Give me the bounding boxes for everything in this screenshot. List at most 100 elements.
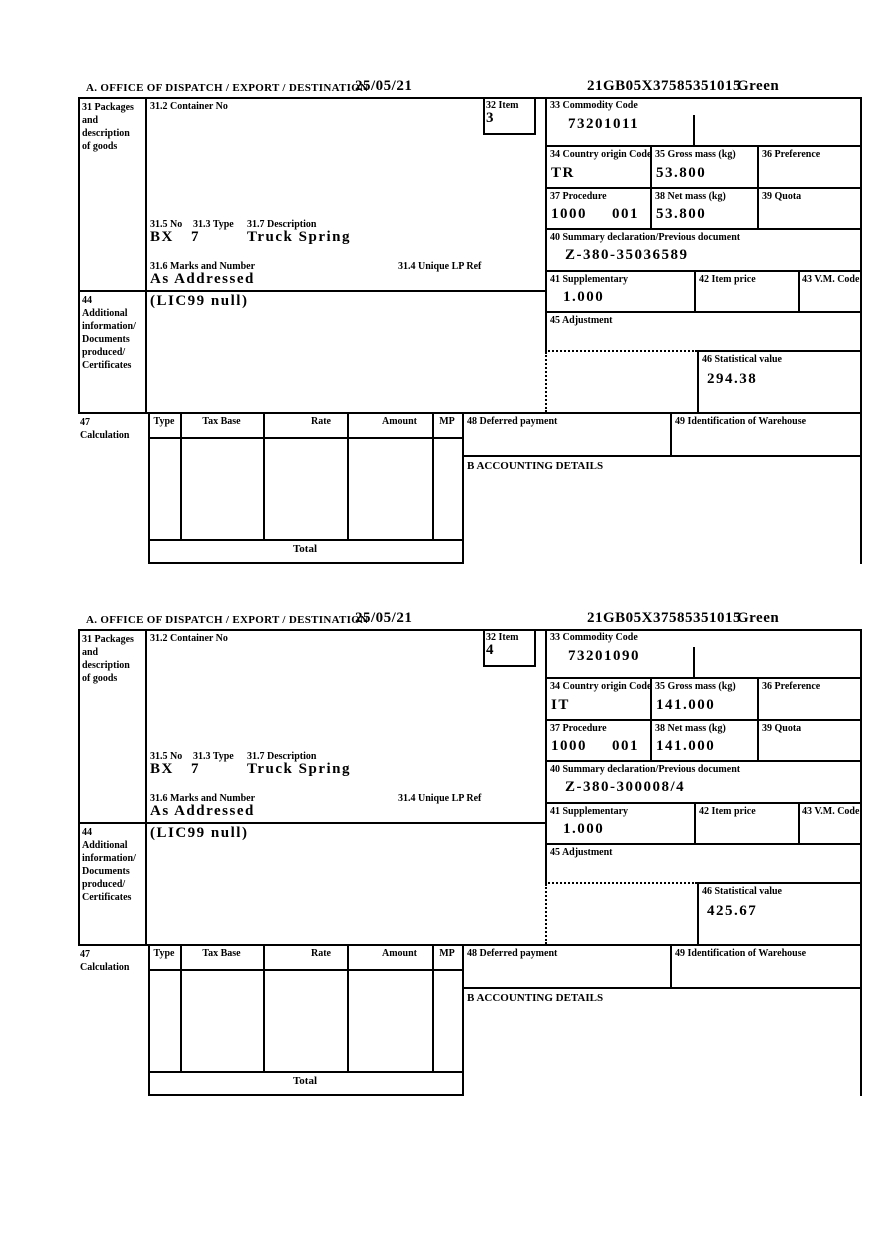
preference-label: 36 Preference <box>762 681 821 692</box>
commodity-code-value: 73201090 <box>568 648 640 664</box>
divider <box>545 629 547 882</box>
net-mass-value: 141.000 <box>656 738 716 754</box>
dotted-divider <box>545 350 697 352</box>
divider <box>78 290 545 292</box>
total-label: Total <box>292 543 318 555</box>
package-type-value: 7 <box>191 761 200 777</box>
total-label: Total <box>292 1075 318 1087</box>
mrn-value: 21GB05X37585351015 <box>587 610 742 626</box>
gross-mass-value: 53.800 <box>656 165 707 181</box>
divider <box>545 228 862 230</box>
summary-declaration-label: 40 Summary declaration/Previous document <box>550 232 741 243</box>
divider <box>78 412 862 414</box>
procedure-main-value: 1000 <box>551 206 587 222</box>
item-section-2: A. OFFICE OF DISPATCH / EXPORT / DESTINA… <box>78 610 862 1096</box>
divider <box>148 437 462 439</box>
divider <box>650 145 652 228</box>
divider <box>545 802 862 804</box>
goods-description-value: Truck Spring <box>247 761 351 777</box>
box-31-label: 31 Packages and description of goods <box>82 634 134 684</box>
vm-code-label: 43 V.M. Code <box>802 274 860 285</box>
country-origin-value: TR <box>551 165 575 181</box>
divider <box>148 969 462 971</box>
divider <box>347 944 349 1071</box>
divider <box>534 97 536 135</box>
package-no-value: BX <box>150 229 174 245</box>
divider <box>78 629 862 631</box>
divider <box>180 944 182 1071</box>
box-31-7-label: 31.7 Description <box>247 219 317 230</box>
statistical-value-label: 46 Statistical value <box>702 886 782 897</box>
box-47-label: 47 Calculation <box>80 417 130 441</box>
divider <box>694 270 696 311</box>
dotted-divider <box>545 352 547 412</box>
vm-code-label: 43 V.M. Code <box>802 806 860 817</box>
container-no-label: 31.2 Container No <box>150 101 228 112</box>
quota-label: 39 Quota <box>762 191 802 202</box>
divider <box>483 629 485 665</box>
divider <box>798 802 800 843</box>
box-31-3-label: 31.3 Type <box>193 751 234 762</box>
divider <box>483 133 536 135</box>
divider <box>483 97 485 133</box>
box-44-label: 44 Additional information/ Documents pro… <box>82 295 136 371</box>
divider <box>757 677 759 760</box>
divider <box>145 97 147 412</box>
divider <box>78 629 80 946</box>
divider <box>545 187 862 189</box>
office-of-dispatch-label: A. OFFICE OF DISPATCH / EXPORT / DESTINA… <box>86 614 369 626</box>
divider <box>145 629 147 944</box>
marks-value: As Addressed <box>150 271 255 287</box>
divider <box>697 350 862 352</box>
divider <box>148 1071 462 1073</box>
quota-label: 39 Quota <box>762 723 802 734</box>
calc-col-tax-base: Tax Base <box>202 948 241 959</box>
divider <box>757 145 759 228</box>
package-type-value: 7 <box>191 229 200 245</box>
divider <box>860 97 862 564</box>
deferred-payment-label: 48 Deferred payment <box>467 416 558 427</box>
goods-description-value: Truck Spring <box>247 229 351 245</box>
commodity-code-label: 33 Commodity Code <box>550 100 638 111</box>
commodity-code-separator <box>693 115 695 145</box>
divider <box>534 629 536 667</box>
declaration-date: 25/05/21 <box>355 610 413 626</box>
divider <box>545 311 862 313</box>
divider <box>263 412 265 539</box>
box-44-label: 44 Additional information/ Documents pro… <box>82 827 136 903</box>
box-31-5-label: 31.5 No <box>150 219 183 230</box>
country-origin-value: IT <box>551 697 570 713</box>
divider <box>78 97 862 99</box>
divider <box>545 760 862 762</box>
divider <box>148 412 150 564</box>
office-of-dispatch-label: A. OFFICE OF DISPATCH / EXPORT / DESTINA… <box>86 82 369 94</box>
box-31-4-label: 31.4 Unique LP Ref <box>398 261 482 272</box>
statistical-value: 425.67 <box>707 903 758 919</box>
statistical-value-label: 46 Statistical value <box>702 354 782 365</box>
divider <box>432 412 434 539</box>
deferred-payment-label: 48 Deferred payment <box>467 948 558 959</box>
divider <box>545 843 862 845</box>
divider <box>78 97 80 414</box>
divider <box>545 97 547 350</box>
accounting-details-label: B ACCOUNTING DETAILS <box>467 460 604 472</box>
calc-col-amount: Amount <box>381 416 417 427</box>
supplementary-label: 41 Supplementary <box>550 274 629 285</box>
divider <box>148 539 462 541</box>
previous-document-value: Z-380-300008/4 <box>565 779 686 795</box>
divider <box>462 412 464 564</box>
procedure-additional-value: 001 <box>612 738 639 754</box>
box-31-3-label: 31.3 Type <box>193 219 234 230</box>
dotted-divider <box>545 882 697 884</box>
gross-mass-value: 141.000 <box>656 697 716 713</box>
divider <box>860 629 862 1096</box>
divider <box>545 145 862 147</box>
divider <box>697 882 699 944</box>
calc-col-mp: MP <box>439 416 455 427</box>
previous-document-value: Z-380-35036589 <box>565 247 689 263</box>
adjustment-label: 45 Adjustment <box>550 315 613 326</box>
calc-col-type: Type <box>153 416 175 427</box>
divider <box>694 802 696 843</box>
additional-info-value: (LIC99 null) <box>150 293 249 309</box>
